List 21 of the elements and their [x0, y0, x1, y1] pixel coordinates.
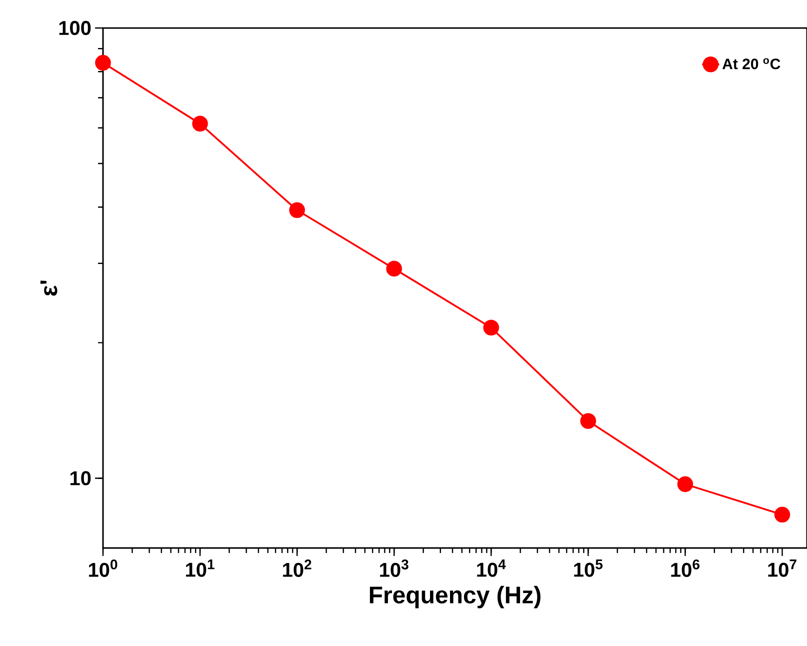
point [677, 476, 694, 492]
point [774, 506, 790, 523]
x-tick-label: 10$^{5}$ [574, 560, 603, 577]
x-tick-label: 10$^{4}$ [477, 560, 506, 577]
point [580, 413, 596, 429]
y-tick-label: 100 [59, 20, 91, 36]
y-tick-label: 10 [70, 471, 91, 486]
x-tick-label: 10$^{0}$ [88, 560, 118, 577]
point [289, 202, 305, 218]
point [386, 260, 402, 277]
x-tick-label: 10$^{3}$ [380, 560, 408, 577]
x-tick-label: 10$^{6}$ [671, 560, 700, 577]
point [483, 320, 500, 336]
x-tick-label: 10$^{2}$ [283, 560, 312, 577]
x-axis-title: Frequency (Hz) [370, 586, 540, 608]
legend-label: At 20 $^{o}$C [722, 58, 780, 70]
x-tick-label: 10$^{1}$ [186, 560, 214, 577]
point [95, 54, 111, 71]
y-axis-title: ε' [40, 280, 58, 296]
point [192, 116, 208, 132]
x-tick-label: 10$^{7}$ [768, 560, 796, 577]
